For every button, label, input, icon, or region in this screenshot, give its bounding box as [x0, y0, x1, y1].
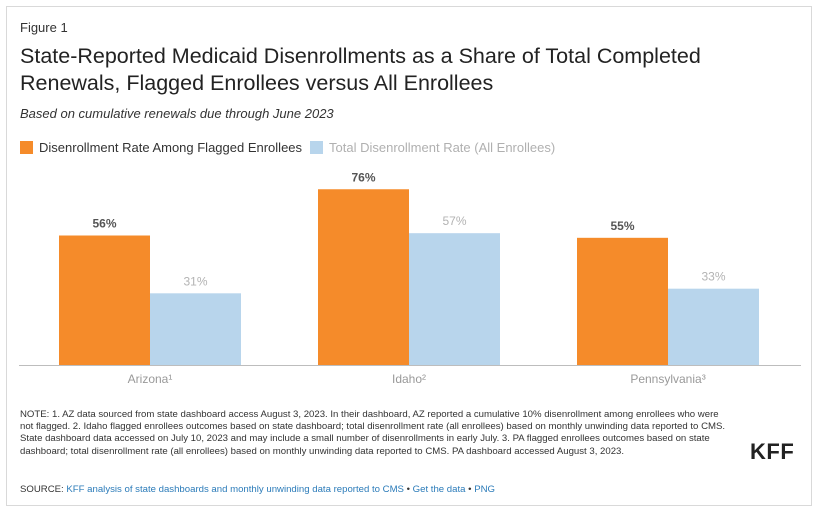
data-label-total-0: 31%: [183, 274, 207, 288]
legend-swatch-flagged: [20, 141, 33, 154]
chart-source: SOURCE: KFF analysis of state dashboards…: [20, 484, 495, 495]
bar-flagged-1: [318, 189, 409, 365]
chart-title: State-Reported Medicaid Disenrollments a…: [20, 44, 701, 95]
bar-flagged-0: [59, 235, 150, 365]
source-prefix: SOURCE:: [20, 484, 67, 495]
kff-logo: KFF: [750, 439, 795, 464]
source-separator: •: [403, 484, 413, 495]
legend-label-total: Total Disenrollment Rate (All Enrollees): [329, 140, 556, 155]
legend-item-total: Total Disenrollment Rate (All Enrollees): [310, 140, 555, 155]
legend-label-flagged: Disenrollment Rate Among Flagged Enrolle…: [39, 140, 303, 155]
source-link[interactable]: KFF analysis of state dashboards and mon…: [66, 484, 404, 495]
bar-total-1: [409, 233, 500, 365]
x-tick-label-0: Arizona¹: [128, 372, 173, 386]
png-link[interactable]: PNG: [474, 484, 495, 495]
figure-label: Figure 1: [20, 20, 68, 35]
legend-swatch-total: [310, 141, 324, 154]
x-tick-label-2: Pennsylvania³: [630, 372, 705, 386]
data-label-flagged-1: 76%: [351, 170, 375, 184]
chart-subtitle: Based on cumulative renewals due through…: [20, 106, 334, 121]
source-separator: •: [465, 484, 475, 495]
bar-total-2: [668, 288, 759, 365]
get-data-link[interactable]: Get the data: [412, 484, 466, 495]
figure-frame: Figure 1 State-Reported Medicaid Disenro…: [6, 6, 812, 506]
chart-notes: NOTE: 1. AZ data sourced from state dash…: [20, 409, 726, 457]
x-tick-label-1: Idaho²: [392, 372, 426, 386]
data-label-flagged-2: 55%: [610, 219, 634, 233]
data-label-total-2: 33%: [701, 270, 725, 284]
bar-total-0: [150, 293, 241, 365]
chart-legend: Disenrollment Rate Among Flagged Enrolle…: [20, 140, 563, 155]
data-label-flagged-0: 56%: [92, 217, 116, 231]
bar-chart: 56% 31% Arizona¹ 76% 57% Idaho² 55% 33% Pennsylv…: [19, 170, 801, 386]
data-label-total-1: 57%: [442, 214, 466, 228]
legend-item-flagged: Disenrollment Rate Among Flagged Enrolle…: [20, 140, 302, 155]
bar-flagged-2: [577, 237, 668, 365]
